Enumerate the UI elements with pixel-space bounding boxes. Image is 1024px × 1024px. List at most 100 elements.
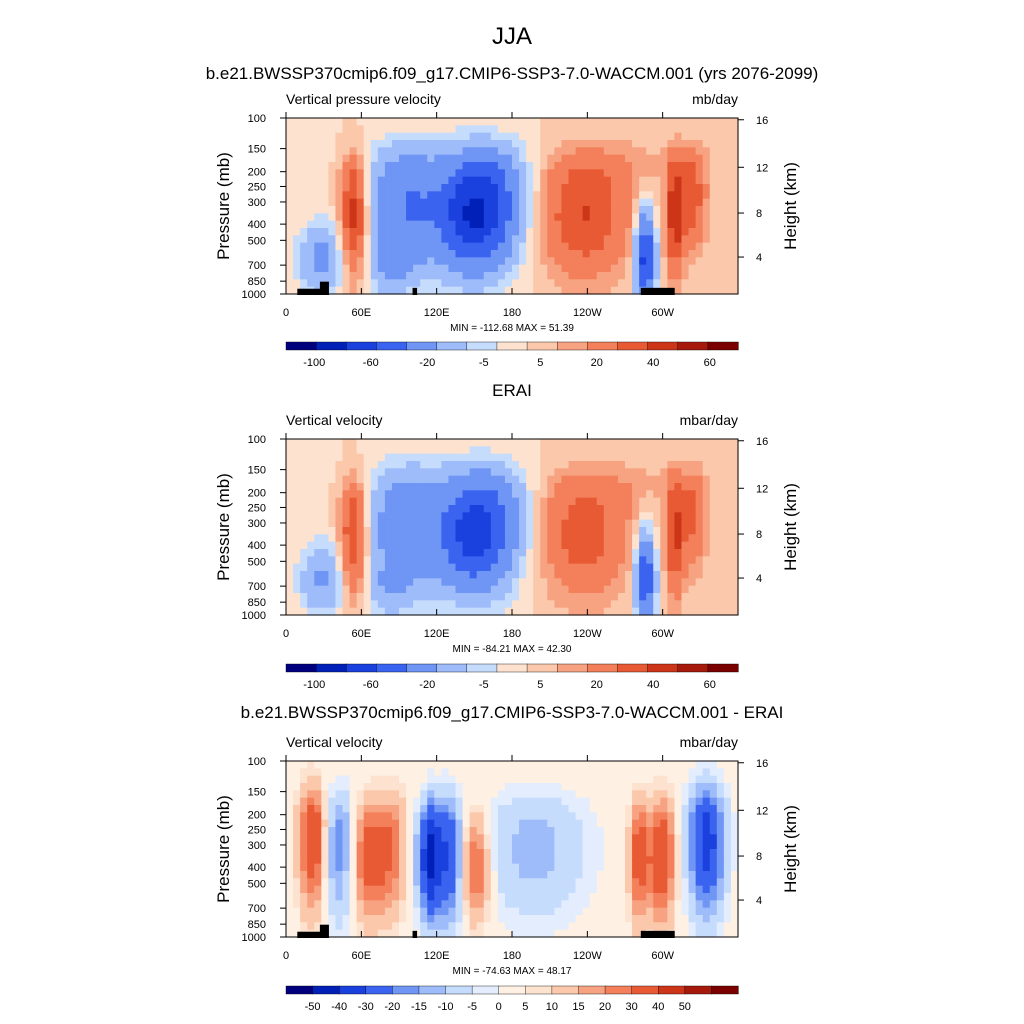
heatmap-cell	[716, 797, 725, 806]
heatmap-cell	[328, 915, 337, 923]
heatmap-cell	[702, 272, 711, 280]
heatmap-cell	[342, 264, 351, 273]
heatmap-cell	[406, 797, 414, 806]
heatmap-cell	[547, 446, 555, 455]
heatmap-cell	[434, 571, 442, 579]
heatmap-cell	[427, 162, 435, 170]
heatmap-cell	[646, 250, 654, 258]
heatmap-cell	[483, 819, 492, 828]
heatmap-cell	[568, 191, 577, 200]
plot-frame	[285, 438, 739, 616]
heatmap-cell	[427, 228, 435, 236]
heatmap-cell	[335, 235, 344, 244]
heatmap-cell	[307, 118, 315, 126]
heatmap-cell	[730, 761, 739, 769]
heatmap-cell	[561, 512, 570, 521]
heatmap-cell	[617, 812, 626, 821]
heatmap-cell	[610, 761, 619, 769]
heatmap-cell	[483, 125, 492, 134]
heatmap-cell	[617, 929, 626, 938]
heatmap-cell	[533, 768, 541, 777]
heatmap-cell	[625, 475, 633, 484]
heatmap-cell	[406, 878, 414, 887]
heatmap-cell	[575, 235, 584, 244]
heatmap-cell	[314, 154, 322, 163]
heatmap-cell	[349, 563, 358, 572]
heatmap-cell	[504, 132, 513, 141]
heatmap-cell	[596, 827, 605, 835]
heatmap-cell	[603, 512, 612, 521]
heatmap-cell	[483, 132, 492, 141]
heatmap-cell	[483, 775, 492, 784]
heatmap-cell	[660, 775, 668, 784]
heatmap-cell	[610, 915, 619, 923]
heatmap-cell	[646, 907, 654, 916]
heatmap-cell	[356, 878, 365, 887]
heatmap-cell	[391, 578, 400, 587]
heatmap-cell	[660, 607, 668, 616]
heatmap-cell	[349, 184, 358, 192]
heatmap-cell	[420, 242, 428, 251]
heatmap-cell	[434, 863, 442, 872]
heatmap-cell	[540, 235, 548, 244]
heatmap-cell	[610, 154, 619, 163]
heatmap-cell	[349, 250, 358, 258]
heatmap-cell	[420, 578, 428, 587]
heatmap-cell	[709, 841, 718, 850]
heatmap-cell	[547, 856, 555, 865]
heatmap-cell	[723, 475, 732, 484]
heatmap-cell	[603, 885, 612, 894]
heatmap-cell	[391, 519, 400, 528]
heatmap-cell	[512, 900, 520, 909]
heatmap-cell	[434, 878, 442, 887]
heatmap-cell	[653, 797, 661, 806]
heatmap-cell	[695, 922, 704, 931]
heatmap-cell	[526, 257, 534, 266]
heatmap-cell	[533, 125, 541, 134]
heatmap-cell	[328, 790, 337, 799]
heatmap-cell	[293, 900, 301, 909]
heatmap-cell	[504, 775, 513, 784]
heatmap-cell	[526, 761, 534, 769]
heatmap-cell	[639, 286, 647, 295]
heatmap-cell	[688, 475, 697, 484]
heatmap-cell	[455, 439, 464, 447]
heatmap-cell	[356, 900, 365, 909]
heatmap-cell	[335, 900, 344, 909]
heatmap-cell	[695, 286, 704, 295]
heatmap-cell	[547, 819, 555, 828]
heatmap-cell	[286, 578, 294, 587]
heatmap-cell	[730, 783, 739, 791]
heatmap-cell	[519, 600, 527, 609]
heatmap-cell	[356, 527, 365, 535]
heatmap-cell	[455, 863, 464, 872]
heatmap-cell	[349, 264, 358, 273]
heatmap-cell	[377, 819, 386, 828]
heatmap-cell	[377, 184, 386, 192]
heatmap-cell	[420, 900, 428, 909]
heatmap-cell	[497, 841, 506, 850]
heatmap-cell	[617, 206, 626, 214]
heatmap-cell	[695, 805, 704, 813]
heatmap-cell	[589, 242, 598, 251]
heatmap-cell	[568, 213, 577, 222]
heatmap-cell	[363, 512, 372, 521]
heatmap-cell	[702, 154, 711, 163]
heatmap-cell	[568, 154, 577, 163]
heatmap-cell	[448, 272, 457, 280]
heatmap-cell	[653, 922, 661, 931]
heatmap-cell	[462, 600, 471, 609]
heatmap-cell	[533, 571, 541, 579]
heatmap-cell	[293, 198, 301, 207]
heatmap-cell	[356, 497, 365, 506]
heatmap-cell	[413, 154, 421, 163]
heatmap-cell	[554, 162, 563, 170]
heatmap-cell	[625, 132, 633, 141]
heatmap-cell	[286, 118, 294, 126]
heatmap-cell	[286, 213, 294, 222]
heatmap-cell	[730, 856, 739, 865]
heatmap-cell	[356, 220, 365, 229]
heatmap-cell	[547, 220, 555, 229]
heatmap-cell	[540, 585, 548, 594]
heatmap-cell	[286, 125, 294, 134]
